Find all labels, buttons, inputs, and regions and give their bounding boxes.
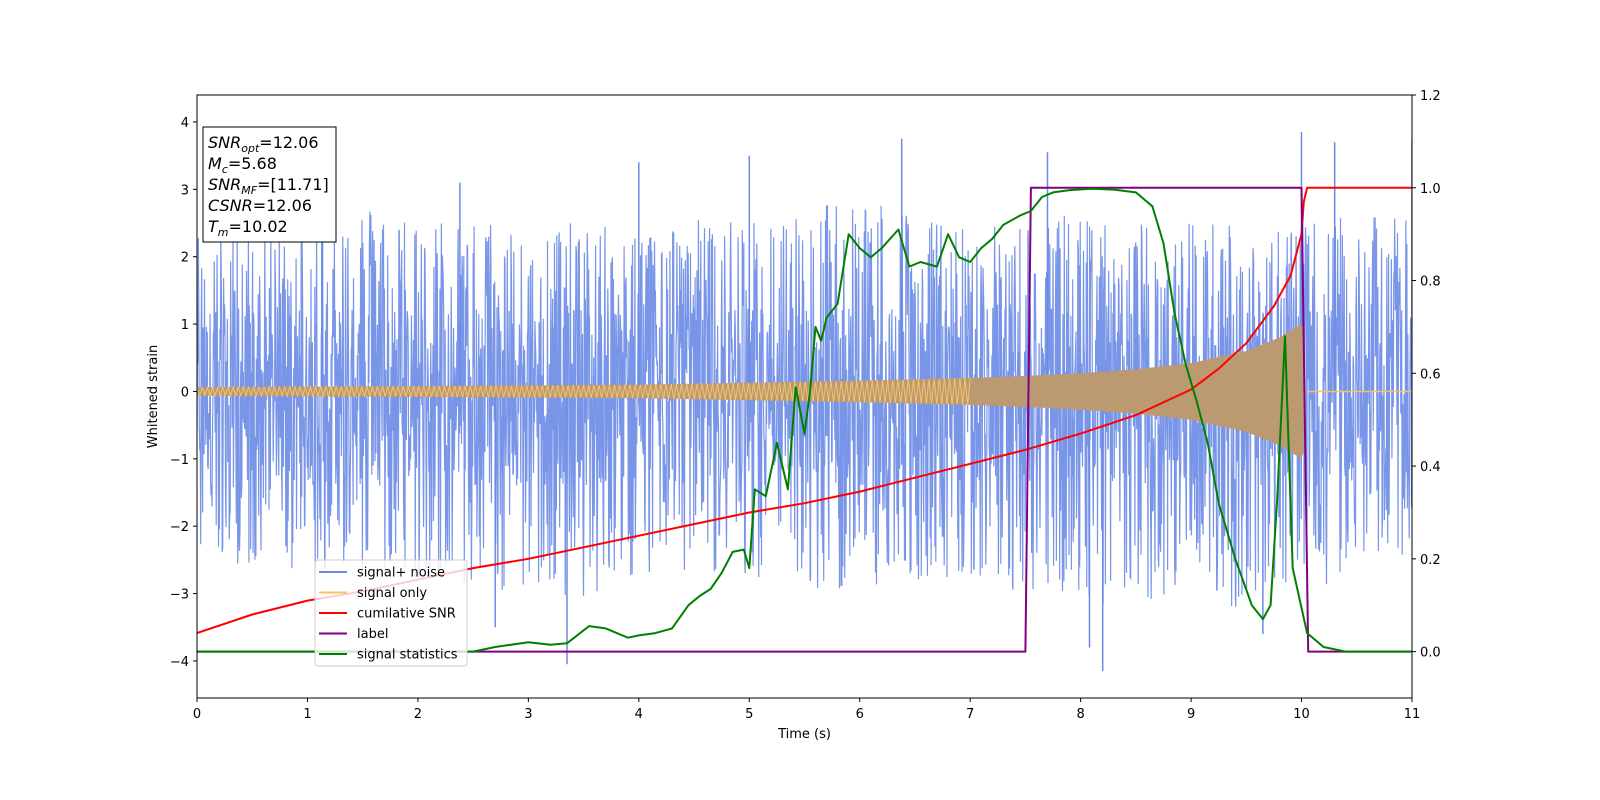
x-tick-label: 11 bbox=[1404, 707, 1421, 722]
legend: signal+ noise signal only cumilative SNR la… bbox=[314, 559, 468, 667]
x-tick-label: 4 bbox=[635, 707, 643, 722]
signal-plus-noise-series bbox=[197, 132, 1412, 672]
noise-spikes bbox=[321, 132, 1412, 672]
y-axis-title: Whitened strain bbox=[146, 345, 161, 448]
legend-label: signal only bbox=[357, 586, 427, 601]
y-tick-label: 3 bbox=[181, 183, 189, 198]
legend-label: signal statistics bbox=[357, 648, 458, 663]
legend-label: cumilative SNR bbox=[357, 607, 456, 622]
info-line: Mc=5.68 bbox=[208, 154, 277, 176]
info-box-frame bbox=[202, 126, 337, 243]
x-tick-label: 5 bbox=[745, 707, 753, 722]
x-tick-label: 3 bbox=[524, 707, 532, 722]
y-tick-label: 2 bbox=[181, 251, 189, 266]
info-line: SNRMF=[11.71] bbox=[208, 175, 329, 197]
info-line: CSNR=12.06 bbox=[208, 196, 312, 215]
info-line: SNRopt=12.06 bbox=[208, 133, 319, 155]
y-tick-label: 1 bbox=[181, 318, 189, 333]
legend-label: label bbox=[357, 627, 388, 642]
y-axis-right: 0.0 0.2 0.4 0.6 0.8 1.0 1.2 bbox=[1412, 89, 1441, 661]
x-axis-title: Time (s) bbox=[777, 727, 831, 742]
x-tick-label: 8 bbox=[1076, 707, 1084, 722]
signal-band bbox=[197, 324, 1304, 459]
plot-frame bbox=[196, 94, 1413, 699]
y2-tick-label: 1.2 bbox=[1420, 89, 1441, 104]
signal-statistics-line bbox=[197, 187, 1412, 653]
x-tick-label: 10 bbox=[1293, 707, 1310, 722]
x-tick-label: 0 bbox=[193, 707, 201, 722]
y2-tick-label: 0.4 bbox=[1420, 460, 1441, 475]
y2-tick-label: 0.0 bbox=[1420, 646, 1441, 661]
x-tick-label: 7 bbox=[966, 707, 974, 722]
y-axis-left: −4 −3 −2 −1 0 1 2 3 4 bbox=[170, 116, 197, 670]
y-tick-label: 0 bbox=[181, 385, 189, 400]
x-tick-label: 6 bbox=[856, 707, 864, 722]
y-tick-label: 4 bbox=[181, 116, 189, 131]
y2-tick-label: 1.0 bbox=[1420, 182, 1441, 197]
y-tick-label: −4 bbox=[170, 655, 189, 670]
y2-tick-label: 0.2 bbox=[1420, 553, 1441, 568]
signal-only-series bbox=[197, 324, 1412, 459]
info-box: SNRopt=12.06Mc=5.68SNRMF=[11.71]CSNR=12.… bbox=[202, 126, 337, 243]
noise-trace bbox=[197, 204, 1412, 607]
y2-tick-label: 0.6 bbox=[1420, 367, 1441, 382]
legend-frame bbox=[314, 559, 468, 667]
y-tick-label: −1 bbox=[170, 453, 189, 468]
info-line: Tm=10.02 bbox=[208, 217, 288, 239]
y2-tick-label: 0.8 bbox=[1420, 275, 1441, 290]
x-axis: 0 1 2 3 4 5 6 7 8 9 10 11 bbox=[193, 698, 1420, 722]
y-tick-label: −2 bbox=[170, 520, 189, 535]
x-tick-label: 2 bbox=[414, 707, 422, 722]
signal-zigzag bbox=[197, 377, 971, 405]
label-line bbox=[197, 186, 1412, 653]
x-tick-label: 1 bbox=[303, 707, 311, 722]
x-tick-label: 9 bbox=[1187, 707, 1195, 722]
legend-label: signal+ noise bbox=[357, 566, 445, 581]
y-tick-label: −3 bbox=[170, 588, 189, 603]
